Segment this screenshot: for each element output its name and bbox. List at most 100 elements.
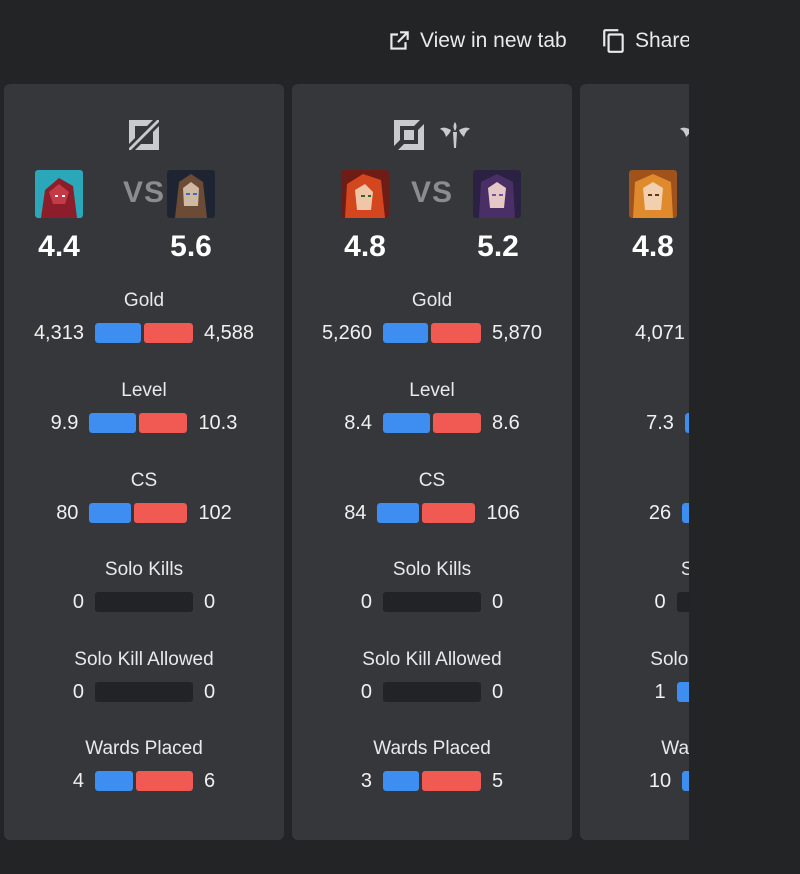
stat-right-value: 0 [492, 680, 504, 703]
stat-label: Solo Kills [104, 559, 184, 580]
stat-right-value: 8.6 [492, 411, 520, 434]
matchup-card: VS 4.8 5.2 Gold 5,260 5,870 Level 8.4 8.6 CS 84… [292, 84, 572, 840]
stat-left-value: 0 [72, 680, 84, 703]
stat-cs: CS 26 [580, 470, 689, 530]
comparison-bar [383, 323, 481, 343]
stat-left-value: 10 [648, 769, 672, 792]
comparison-bar [383, 413, 481, 433]
stat-left-value: 3 [360, 769, 372, 792]
stat-wards-placed: Wards Placed 4 6 [4, 738, 284, 798]
external-link-icon [390, 31, 409, 50]
red-side-segment [139, 413, 188, 433]
stat-left-value: 0 [360, 590, 372, 613]
comparison-bar [682, 771, 689, 791]
comparison-bar [383, 592, 481, 612]
comparison-bar [383, 771, 481, 791]
stat-label: Gold [580, 290, 689, 312]
role-icons [580, 118, 689, 152]
stat-label: CS [130, 470, 158, 491]
red-side-segment [136, 771, 193, 791]
blue-side-segment [676, 682, 689, 702]
left-score: 4.8 [632, 230, 674, 263]
right-score: 5.6 [170, 230, 212, 263]
stat-gold: Gold 5,260 5,870 [292, 290, 572, 350]
stat-label: Level [580, 380, 689, 402]
stat-label: CS [580, 470, 689, 492]
stat-right-value: 0 [204, 680, 216, 703]
comparison-bar [377, 503, 476, 523]
stat-compare-row: 5,260 5,870 [292, 320, 572, 346]
stat-right-value: 0 [492, 590, 504, 613]
stat-right-value: 5,870 [492, 321, 543, 344]
stat-label: Solo Kill Allowed [362, 649, 502, 670]
stat-left-value: 8.4 [344, 411, 372, 434]
comparison-bar [383, 682, 481, 702]
stat-left-value: 7.3 [646, 411, 674, 434]
stat-label: Gold [123, 290, 165, 311]
champion-portrait-right [167, 170, 215, 218]
red-side-segment [422, 503, 476, 523]
view-in-new-tab-label: View in new tab [420, 29, 567, 52]
comparison-viewport: View in new tab Share [0, 0, 689, 840]
red-side-segment [134, 503, 188, 523]
stat-label: Solo Kills [680, 559, 689, 580]
red-side-segment [144, 323, 193, 343]
blue-side-segment [89, 503, 132, 523]
stat-right-value: 4,588 [204, 321, 255, 344]
stat-solo-kill-allowed: Solo Kill Allowed 1 [580, 649, 689, 709]
comparison-bar [676, 592, 689, 612]
stat-right-value: 102 [198, 501, 232, 524]
stat-label: Solo Kill Allowed [650, 649, 689, 670]
blue-side-segment [95, 323, 141, 343]
left-score: 4.8 [344, 230, 386, 263]
stat-right-value: 6 [204, 769, 216, 792]
stat-compare-row: 7.3 [580, 410, 689, 436]
stat-level: Level 7.3 [580, 380, 689, 440]
view-in-new-tab-button[interactable]: View in new tab [386, 27, 567, 55]
stat-gold: Gold 4,313 4,588 [4, 290, 284, 350]
top-toolbar: View in new tab Share [0, 0, 689, 84]
matchup-card: 4.8 Gold 4,071 Level 7.3 CS26 Solo Kills 0 Solo… [580, 84, 689, 840]
stat-label: CS [418, 470, 446, 491]
matchup-card: VS 4.4 5.6 Gold 4,313 4,588 Level 9.9 10.3 CS 8… [4, 84, 284, 840]
top-lane-icon [129, 120, 159, 150]
stat-label: Solo Kill Allowed [74, 649, 214, 670]
stat-compare-row: 10 [580, 768, 689, 794]
left-score: 4.4 [38, 230, 80, 263]
comparison-bar [95, 592, 193, 612]
stat-solo-kills: Solo Kills 0 0 [292, 559, 572, 619]
stat-solo-kill-allowed: Solo Kill Allowed 0 0 [4, 649, 284, 709]
stat-compare-row: 80 102 [4, 500, 284, 526]
vs-label: VS [410, 176, 454, 209]
stat-left-value: 0 [360, 680, 372, 703]
copy-icon [603, 29, 624, 53]
blue-side-segment [682, 771, 689, 791]
stat-left-value: 5,260 [321, 321, 372, 344]
stat-compare-row: 0 [580, 589, 689, 615]
comparison-bar [89, 503, 188, 523]
share-button[interactable]: Share [601, 27, 689, 55]
comparison-bar [89, 413, 188, 433]
right-score: 5.2 [477, 230, 519, 263]
stat-wards-placed: Wards Placed 10 [580, 738, 689, 798]
stat-right-value: 0 [204, 590, 216, 613]
blue-side-segment [684, 413, 689, 433]
hooded-champion-portrait [167, 170, 215, 218]
stat-label: Wards Placed [373, 738, 491, 759]
stat-compare-row: 4,071 [580, 320, 689, 346]
red-haired-champion-portrait [341, 170, 389, 218]
support-wings-icon [680, 127, 689, 137]
stat-label: Level [409, 380, 455, 401]
stat-wards-placed: Wards Placed 3 5 [292, 738, 572, 798]
stat-left-value: 9.9 [50, 411, 79, 434]
stat-label: Gold [411, 290, 453, 311]
stat-gold: Gold 4,071 [580, 290, 689, 350]
stat-label: Level [121, 380, 167, 401]
blue-side-segment [383, 323, 428, 343]
stat-left-value: 4 [72, 769, 84, 792]
blue-side-segment [682, 503, 689, 523]
red-armored-champion-portrait [35, 170, 83, 218]
